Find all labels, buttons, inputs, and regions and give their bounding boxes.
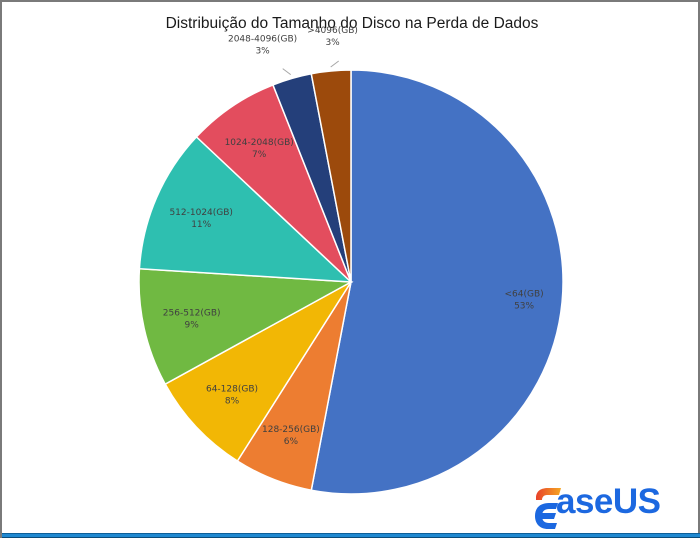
- pie-slice: [138, 135, 354, 283]
- logo-mark-icon: [535, 488, 561, 529]
- pie-slices: [138, 69, 564, 495]
- pie-slice: [138, 267, 354, 386]
- chart-title: Distribuição do Tamanho do Disco na Perd…: [165, 15, 539, 32]
- data-labels: <64(GB) 53% 128-256(GB) 6%64-128(GB) 8% 256-5…: [163, 26, 544, 447]
- leader-line: [330, 60, 340, 68]
- easeus-logo: aseUS: [532, 480, 692, 530]
- pie-slice: [310, 69, 352, 283]
- data-label: 64-128(GB) 8%: [206, 385, 258, 407]
- data-label: 128-256(GB) 6%: [262, 425, 320, 447]
- data-label: <64(GB) 53%: [505, 289, 544, 311]
- data-label: 1024-2048(GB) 7%: [225, 138, 294, 160]
- pie-slice: [310, 69, 564, 495]
- leader-line: [282, 68, 292, 75]
- bottom-accent-bar: [2, 533, 700, 538]
- leader-lines: [282, 60, 340, 75]
- data-label: 256-512(GB) 9%: [163, 309, 221, 331]
- pie-slice: [164, 281, 352, 463]
- data-label: 512-1024(GB) 11%: [169, 208, 233, 230]
- data-label: 2048-4096(GB) 3%: [228, 35, 297, 57]
- logo-text: aseUS: [556, 482, 661, 521]
- data-label: >4096(GB) 3%: [307, 26, 358, 48]
